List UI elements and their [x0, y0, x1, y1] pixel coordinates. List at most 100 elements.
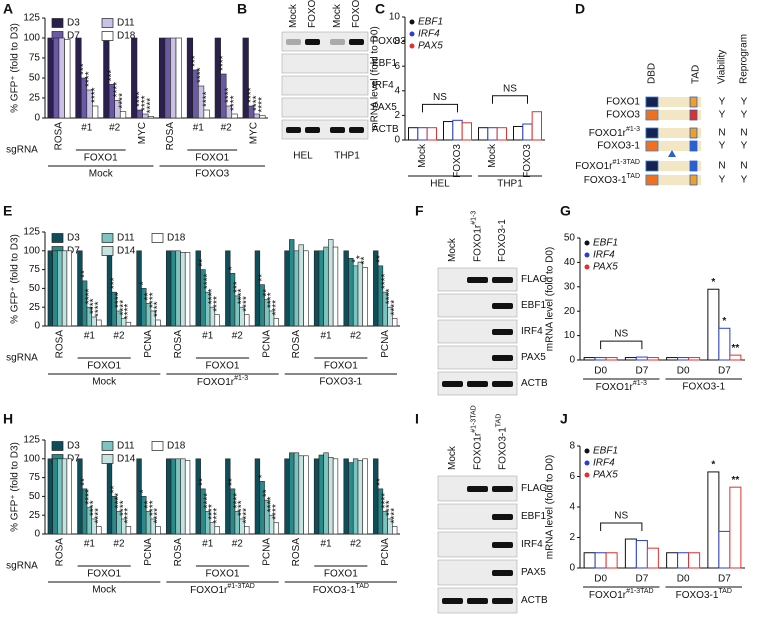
lane-label-sup: #1-3TAD	[470, 405, 477, 433]
column-header: TAD	[691, 65, 702, 84]
blot-band	[305, 39, 320, 45]
bar	[443, 121, 454, 141]
cell-label: HEL	[293, 151, 313, 162]
legend-dot	[584, 240, 590, 246]
bar	[47, 37, 54, 119]
bar	[318, 454, 324, 535]
groups-label-sup: TAD	[355, 583, 368, 590]
blot-band	[442, 381, 463, 387]
bar	[352, 265, 359, 327]
construct-name: FOXO1r#1-3TAD	[575, 159, 640, 172]
blot-band	[349, 127, 364, 133]
bar	[531, 111, 543, 141]
row-label: PAX5	[521, 352, 546, 363]
bar	[248, 105, 255, 119]
row-label: EBF1	[521, 511, 546, 522]
significance: ****	[241, 296, 252, 312]
bar	[61, 458, 68, 535]
bar	[303, 250, 309, 327]
groups-label: Mock	[92, 377, 117, 388]
groups-label-sup: #1-3	[234, 375, 248, 382]
x-tick-label: ROSA	[291, 330, 302, 359]
tad-domain	[689, 160, 698, 172]
legend-dot	[584, 264, 590, 270]
subgroups-label: FOXO1	[324, 569, 358, 580]
blot-panel	[281, 75, 369, 96]
bar	[175, 37, 182, 119]
legend-label: D11	[117, 441, 135, 452]
significance: ***	[79, 63, 90, 75]
y-tick-label: 20	[564, 306, 576, 317]
bar	[328, 456, 334, 535]
significance: ****	[153, 508, 164, 524]
blot-band	[467, 598, 488, 604]
significance: **	[731, 475, 739, 486]
bar	[496, 127, 507, 141]
bar	[298, 244, 304, 327]
bar	[513, 125, 524, 141]
tad-domain	[689, 174, 698, 186]
subgroups-label: FOXO1	[324, 361, 358, 372]
blot-band	[492, 486, 513, 492]
tad-domain	[689, 96, 698, 108]
bar	[348, 462, 354, 535]
significance: ****	[89, 500, 100, 516]
bar	[635, 540, 648, 569]
bracket-label: NS	[614, 511, 628, 522]
bar	[487, 127, 498, 141]
significance: ****	[257, 97, 268, 113]
lane-label: FOXO3	[307, 0, 318, 28]
bar	[328, 239, 334, 327]
construct-name-base: FOXO3-1	[584, 175, 627, 186]
y-tick-label: 4	[569, 502, 575, 513]
legend-swatch	[101, 233, 114, 243]
blot-panel	[437, 345, 518, 370]
lane-label: Mock	[447, 445, 458, 470]
dbd-domain	[645, 96, 659, 108]
bar	[47, 458, 53, 535]
bar	[165, 250, 172, 327]
significance: *	[227, 266, 238, 270]
significance: *	[711, 460, 715, 471]
bar	[165, 458, 172, 535]
x-tick-label: #2	[232, 331, 244, 342]
bracket	[492, 95, 528, 104]
bar	[214, 37, 221, 119]
y-tick-label: 50	[564, 233, 576, 244]
groups-label-base: FOXO1r	[589, 590, 627, 601]
x-tick-label: #1	[320, 539, 332, 550]
significance: *	[257, 474, 268, 478]
x-tick-label: #2	[350, 539, 362, 550]
bar	[323, 452, 329, 535]
legend-label: IRF4	[593, 250, 615, 261]
legend-swatch	[101, 454, 114, 464]
significance: ****	[207, 289, 218, 305]
significance: ****	[212, 296, 223, 312]
viability: Y	[719, 110, 726, 121]
x-tick-label: Mock	[487, 143, 498, 168]
dbd-domain	[645, 160, 659, 172]
viability: Y	[719, 141, 726, 152]
legend-label: D3	[67, 18, 80, 29]
construct-name-base: FOXO1r	[575, 161, 613, 172]
blot-band	[467, 486, 488, 492]
significance: ****	[118, 93, 129, 109]
x-tick-label: #2	[221, 123, 233, 134]
lane-label-sup: TAD	[495, 414, 502, 427]
legend-swatch	[51, 18, 64, 28]
significance: ****	[148, 292, 159, 308]
significance: ****	[241, 508, 252, 524]
bar	[57, 458, 63, 535]
significance: ****	[140, 95, 151, 111]
construct-body	[645, 128, 701, 138]
groups-label: FOXO1r#1-3TAD	[190, 583, 255, 596]
bar	[184, 460, 191, 535]
bar	[114, 100, 121, 119]
bar	[231, 113, 238, 119]
dbd-domain	[645, 174, 659, 186]
y-tick-label: 10	[564, 330, 576, 341]
blot-panel	[437, 319, 518, 344]
groups-label-base: FOXO1r	[197, 377, 235, 388]
bar	[426, 127, 437, 141]
